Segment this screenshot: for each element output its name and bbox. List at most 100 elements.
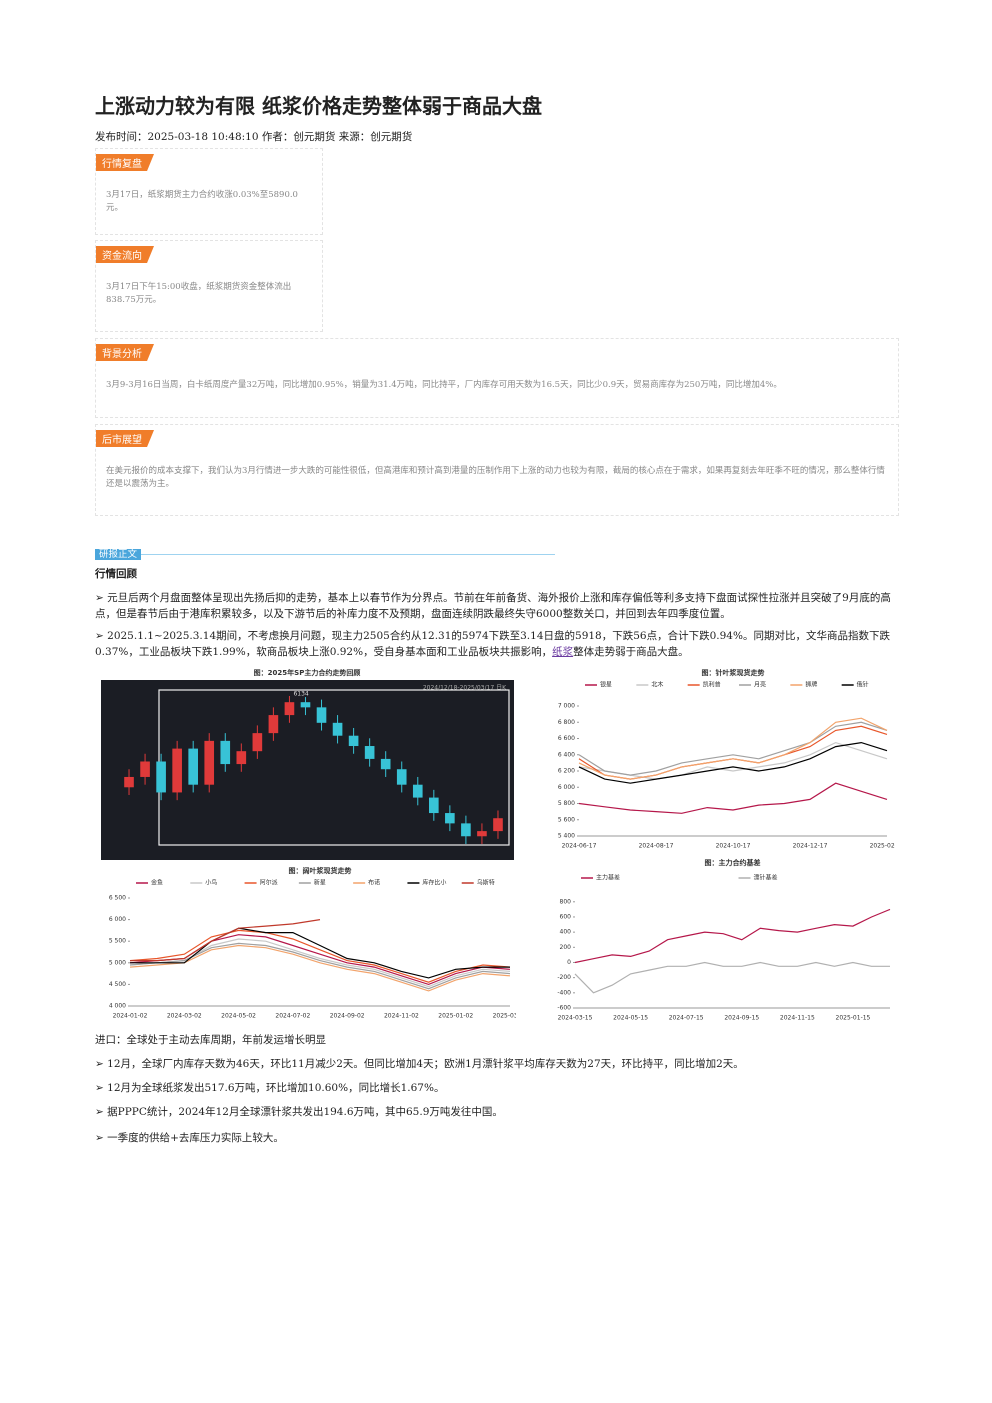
- heading: 行情回顾: [95, 568, 137, 580]
- heading: 进口：全球处于主动去库周期，年前发运增长明显: [95, 1034, 326, 1046]
- x-tick-label: 2024-08-17: [639, 843, 674, 850]
- candle-body: [429, 797, 439, 814]
- candle-body: [493, 818, 503, 832]
- x-tick-label: 2025-01-15: [836, 1015, 871, 1022]
- y-tick-label: 0: [567, 959, 571, 966]
- paragraph: ➢ 2025.1.1~2025.3.14期间，不考虑换月问题，现主力2505合约…: [95, 628, 895, 660]
- y-tick-label: -600: [557, 1005, 571, 1012]
- bullet: ➢ 一季度的供给+去库压力实际上较大。: [95, 1132, 284, 1144]
- plot-bg: [101, 680, 514, 860]
- text: ➢ 2025.1.1~2025.3.14期间，不考虑换月问题，现主力2505合约…: [95, 630, 890, 658]
- candle-body: [316, 707, 327, 723]
- x-tick-label: 2024-06-17: [562, 843, 597, 850]
- chart-title: 图：针叶浆现货走势: [702, 668, 765, 677]
- paragraph: ➢ 元旦后两个月盘面整体呈现出先扬后抑的走势，基本上以春节作为分界点。节前在年前…: [95, 592, 891, 620]
- section-box: 行情复盘 3月17日，纸浆期货主力合约收涨0.03%至5890.0元。: [95, 148, 323, 235]
- y-tick-label: 200: [560, 944, 572, 951]
- legend-label: 狮牌: [805, 681, 817, 689]
- y-tick-label: 6 600: [558, 735, 575, 742]
- x-tick-label: 2024-11-15: [780, 1015, 815, 1022]
- candle-body: [364, 746, 375, 759]
- series-line: [574, 908, 891, 964]
- x-tick-label: 2024-07-02: [275, 1013, 310, 1020]
- section-box: 后市展望在美元报价的成本支撑下，我们认为3月行情进一步大跌的可能性很低，但高港库…: [95, 424, 899, 516]
- candle-body: [477, 831, 487, 837]
- legend-label: 布诺: [368, 879, 380, 887]
- x-tick-label: 2024-07-15: [669, 1015, 704, 1022]
- y-tick-label: 5 400: [558, 833, 575, 840]
- x-tick-label: 2024-05-02: [221, 1013, 256, 1020]
- legend-label: 北木: [651, 681, 663, 689]
- y-tick-label: 6 400: [558, 751, 575, 758]
- y-tick-label: 4 000: [109, 1003, 126, 1010]
- candle-body: [236, 751, 247, 765]
- candle-body: [140, 761, 150, 777]
- y-tick-label: 6 000: [558, 784, 575, 791]
- legend-label: 俄针: [857, 681, 869, 689]
- series-line: [130, 919, 321, 962]
- series-line: [574, 961, 890, 994]
- section-box: 背景分析 3月9-3月16日当周，白卡纸周度产量32万吨，同比增加0.95%，销量…: [95, 338, 899, 418]
- y-tick-label: 6 500: [109, 895, 126, 902]
- section-tag: 后市展望: [96, 430, 154, 447]
- section-text: 在美元报价的成本支撑下，我们认为3月行情进一步大跌的可能性很低，但高港库和预计高…: [106, 466, 885, 489]
- chart: 图：2025年SP主力合约走势回顾 2024/12/18-2025/03/17 日…: [101, 668, 514, 860]
- y-tick-label: 6 800: [558, 719, 575, 726]
- meta: 发布时间：2025-03-18 10:48:10 作者：创元期货 来源：创元期货: [95, 131, 413, 143]
- x-tick-label: 2024-01-02: [113, 1013, 148, 1020]
- y-tick-label: 5 600: [558, 816, 575, 823]
- x-tick-label: 2024-11-02: [384, 1013, 419, 1020]
- series-line: [129, 944, 511, 992]
- series-line: [578, 741, 888, 780]
- body-tag: 研报正文: [95, 549, 142, 560]
- x-tick-label: 2025-01-02: [438, 1013, 473, 1020]
- legend-label: 银星: [600, 681, 612, 689]
- x-tick-label: 2024-09-02: [330, 1013, 365, 1020]
- y-tick-label: -200: [557, 974, 571, 981]
- y-tick-label: 7 000: [558, 703, 575, 710]
- section-box: 资金流向 3月17日下午15:00收盘，纸浆期货资金整体流出838.75万元。: [95, 240, 323, 332]
- link[interactable]: 纸浆: [552, 646, 574, 658]
- series-line: [578, 782, 888, 814]
- candle-body: [220, 740, 231, 765]
- candle-body: [124, 776, 134, 788]
- series-line: [578, 741, 888, 784]
- y-tick-label: 5 800: [558, 800, 575, 807]
- candle-body: [204, 740, 215, 785]
- series-line: [129, 929, 511, 983]
- candle-body: [188, 748, 198, 785]
- chart-title: 图：阔叶浆现货走势: [289, 866, 352, 875]
- y-tick-label: 6 000: [109, 916, 126, 923]
- x-tick-label: 2024-03-02: [167, 1013, 202, 1020]
- divider: 研报正文: [95, 542, 555, 560]
- candle-body: [268, 715, 279, 734]
- chart-title: 图：2025年SP主力合约走势回顾: [254, 668, 361, 677]
- candle-body: [284, 702, 295, 716]
- title: 上涨动力较为有限 纸浆价格走势整体弱于商品大盘: [95, 94, 542, 118]
- y-tick-label: -400: [557, 989, 571, 996]
- y-tick-label: 6 200: [558, 768, 575, 775]
- x-tick-label: 2024-05-15: [613, 1015, 648, 1022]
- candle-body: [348, 735, 359, 747]
- section-text: 3月9-3月16日当周，白卡纸周度产量32万吨，同比增加0.95%，销量为31.…: [106, 380, 782, 390]
- candle-body: [172, 748, 182, 793]
- subtitle: 2024/12/18-2025/03/17 日K: [423, 685, 507, 692]
- candle-body: [300, 702, 311, 708]
- candle-body: [396, 769, 407, 785]
- x-tick-label: 2024-03-15: [558, 1015, 593, 1022]
- legend-label: 漂针基差: [754, 874, 778, 882]
- bullet: ➢ 据PPPC统计，2024年12月全球漂针浆共发出194.6万吨，其中65.9…: [95, 1106, 503, 1118]
- section-tag: 资金流向: [96, 246, 154, 263]
- x-tick-label: 2024-10-17: [716, 843, 751, 850]
- series-line: [578, 717, 888, 780]
- series-line: [130, 927, 510, 979]
- y-tick-label: 5 000: [109, 959, 126, 966]
- x-tick-label: 2025-03-02: [493, 1013, 516, 1020]
- legend-label: 阿尔派: [260, 879, 278, 887]
- y-tick-label: 5 500: [109, 938, 126, 945]
- x-tick-label: 2024-12-17: [793, 843, 828, 850]
